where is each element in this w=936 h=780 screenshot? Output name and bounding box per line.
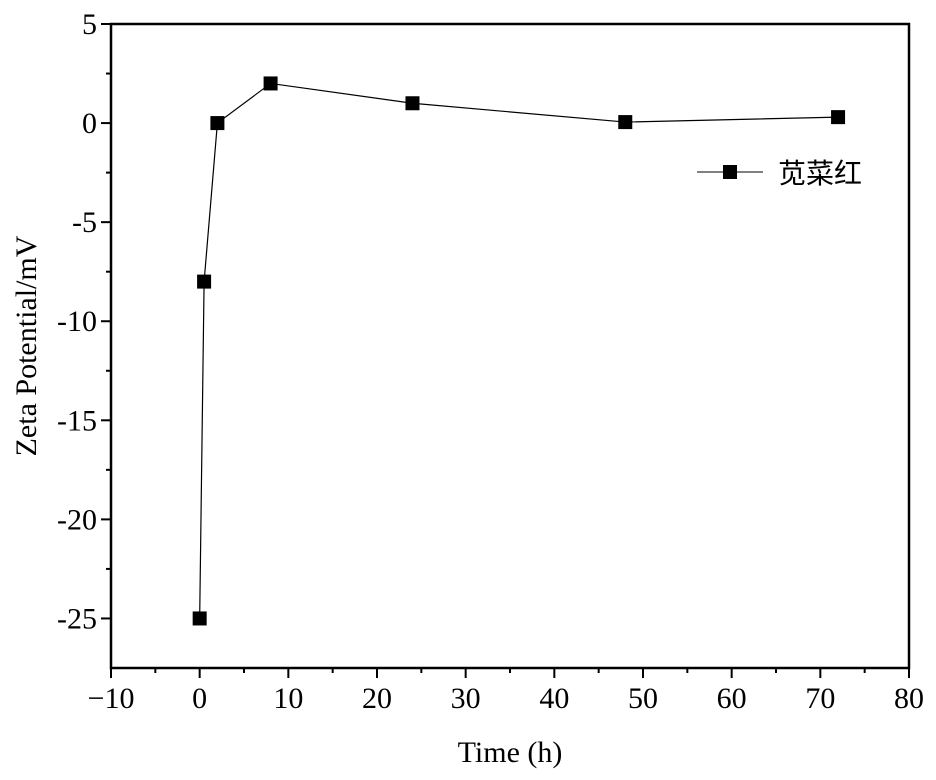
y-tick-label: -5	[72, 206, 97, 239]
y-tick-label: -10	[57, 305, 97, 338]
data-point	[263, 76, 278, 91]
x-tick-label: 70	[805, 682, 835, 715]
data-point	[831, 110, 846, 125]
x-tick-label: 60	[717, 682, 747, 715]
x-tick-label: 30	[451, 682, 481, 715]
data-point	[405, 96, 420, 111]
x-tick-label: 80	[894, 682, 924, 715]
x-axis-ticks: −10 0 10 20 30 40 50 60 70 80	[88, 668, 924, 715]
data-point	[618, 115, 633, 130]
data-point	[192, 611, 207, 626]
y-tick-label: -15	[57, 404, 97, 437]
x-tick-label: 20	[362, 682, 392, 715]
plot-frame	[109, 22, 911, 670]
legend-label: 苋菜红	[778, 157, 862, 190]
y-tick-label: 0	[82, 107, 97, 140]
y-tick-label: -20	[57, 503, 97, 536]
x-tick-label: 40	[539, 682, 569, 715]
data-point	[197, 274, 212, 289]
x-tick-label: 50	[628, 682, 658, 715]
x-tick-label: 10	[273, 682, 303, 715]
x-tick-label: −10	[88, 682, 135, 715]
legend-marker	[723, 165, 737, 179]
y-tick-label: 5	[82, 8, 97, 41]
x-axis-title: Time (h)	[458, 736, 563, 769]
data-point	[210, 116, 225, 131]
y-axis-title: Zeta Potential/mV	[10, 235, 43, 456]
x-tick-label: 0	[192, 682, 207, 715]
y-tick-label: -25	[57, 602, 97, 635]
plot-area	[192, 76, 846, 626]
legend: 苋菜红	[697, 157, 862, 190]
y-axis-ticks: 5 0 -5 -10 -15 -20 -25	[57, 8, 111, 635]
series-line	[199, 82, 839, 619]
